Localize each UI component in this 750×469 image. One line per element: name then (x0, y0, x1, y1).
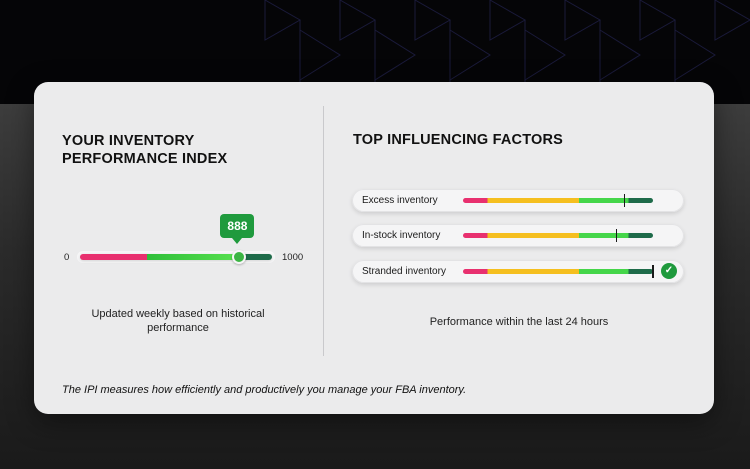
factor-marker (615, 229, 618, 242)
ipi-title: YOUR INVENTORY PERFORMANCE INDEX (62, 133, 228, 167)
ipi-scale-max: 1000 (282, 252, 304, 263)
factors-footnote: Performance within the last 24 hours (429, 316, 609, 328)
factor-marker (652, 265, 654, 278)
factor-row-excess: Excess inventory (352, 189, 684, 212)
ipi-gauge: 888 (80, 214, 272, 264)
factor-gauge (463, 229, 653, 242)
factor-label: Stranded inventory (362, 266, 446, 277)
factor-row-in-stock: In-stock inventory (352, 224, 684, 247)
ipi-gauge-marker (232, 250, 247, 264)
section-divider (323, 106, 324, 356)
factor-label: In-stock inventory (362, 230, 441, 241)
factors-title: TOP INFLUENCING FACTORS (353, 132, 564, 148)
factor-gauge (463, 194, 653, 207)
footer-description: The IPI measures how efficiently and pro… (62, 384, 467, 396)
ipi-score-badge: 888 (220, 214, 255, 244)
ipi-card: YOUR INVENTORY PERFORMANCE INDEX 0 888 1… (34, 82, 714, 414)
factor-label: Excess inventory (362, 195, 438, 206)
ipi-updated-note: Updated weekly based on historical perfo… (91, 308, 265, 334)
factor-marker (623, 194, 625, 207)
factor-gauge (463, 265, 654, 278)
check-icon: ✓ (661, 263, 677, 279)
ipi-scale-min: 0 (64, 252, 70, 263)
factor-row-stranded: Stranded inventory ✓ (352, 260, 684, 283)
